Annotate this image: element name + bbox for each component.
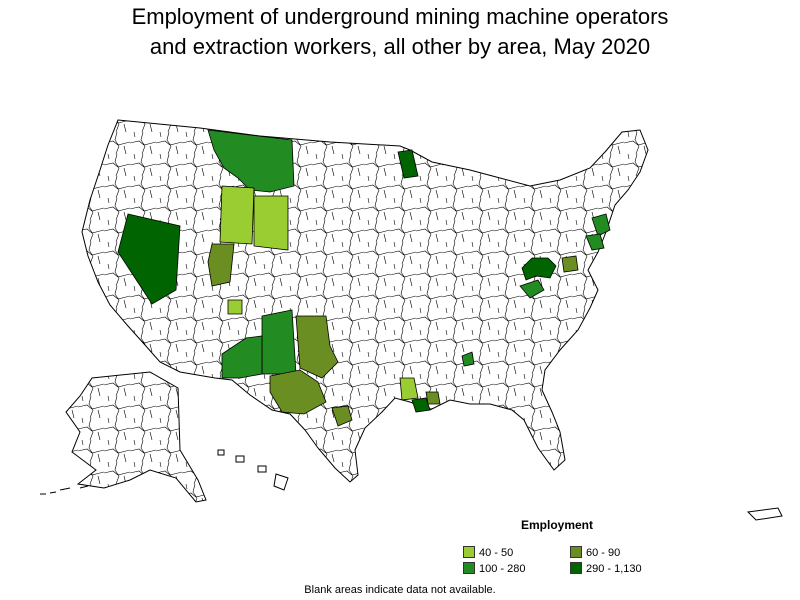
legend-swatch <box>463 562 475 574</box>
area-south-central-louisiana <box>425 391 441 405</box>
legend-swatch <box>570 546 582 558</box>
area-southern-mississippi <box>399 377 419 401</box>
legend-label: 290 - 1,130 <box>586 563 642 575</box>
legend-swatch <box>570 562 582 574</box>
hawaii-oahu <box>235 455 245 463</box>
area-nevada <box>117 213 181 305</box>
hawaii-maui <box>257 465 267 473</box>
area-northern-alabama <box>461 351 475 367</box>
area-eastern-kentucky <box>519 279 545 299</box>
area-western-wyoming <box>219 185 255 245</box>
area-northeast-pennsylvania <box>591 213 611 237</box>
alaska-county-texture <box>66 372 206 502</box>
aleutian-islands <box>40 485 89 495</box>
legend-title: Employment <box>521 518 594 532</box>
area-eastern-utah <box>207 243 235 287</box>
legend-item-40-50: 40 - 50 <box>463 546 513 559</box>
legend: Employment 40 - 50 60 - 90 100 - 280 290… <box>463 518 663 578</box>
area-sw-pennsylvania-west-virginia <box>521 257 557 281</box>
hawaii-kauai <box>217 449 225 456</box>
legend-item-290-1130: 290 - 1,130 <box>570 562 642 575</box>
area-southern-new-mexico <box>221 335 263 379</box>
legend-label: 100 - 280 <box>479 563 526 575</box>
area-southern-louisiana <box>411 397 431 413</box>
alaska <box>40 371 207 503</box>
legend-label: 60 - 90 <box>586 547 621 559</box>
area-eastern-pennsylvania <box>585 233 605 251</box>
puerto-rico <box>746 507 783 521</box>
area-western-virginia <box>561 255 579 273</box>
area-west-texas <box>269 369 327 415</box>
map-title-line-2: and extraction workers, all other by are… <box>149 34 651 59</box>
hawaii <box>217 449 289 491</box>
area-southwest-colorado <box>227 299 243 315</box>
legend-item-100-280: 100 - 280 <box>463 562 525 575</box>
area-northern-new-mexico <box>261 309 297 375</box>
area-northeast-minnesota <box>397 149 419 179</box>
hawaii-big-island <box>273 473 289 491</box>
legend-item-60-90: 60 - 90 <box>570 546 620 559</box>
map-title: Employment of underground mining machine… <box>0 2 800 62</box>
legend-swatch <box>463 546 475 558</box>
area-central-wyoming <box>253 195 289 251</box>
footnote: Blank areas indicate data not available. <box>304 584 496 596</box>
map-title-line-1: Employment of underground mining machine… <box>131 4 669 29</box>
legend-label: 40 - 50 <box>479 547 514 559</box>
area-central-texas <box>331 405 353 427</box>
area-texas-panhandle <box>295 315 339 379</box>
shaded-areas <box>117 129 611 427</box>
